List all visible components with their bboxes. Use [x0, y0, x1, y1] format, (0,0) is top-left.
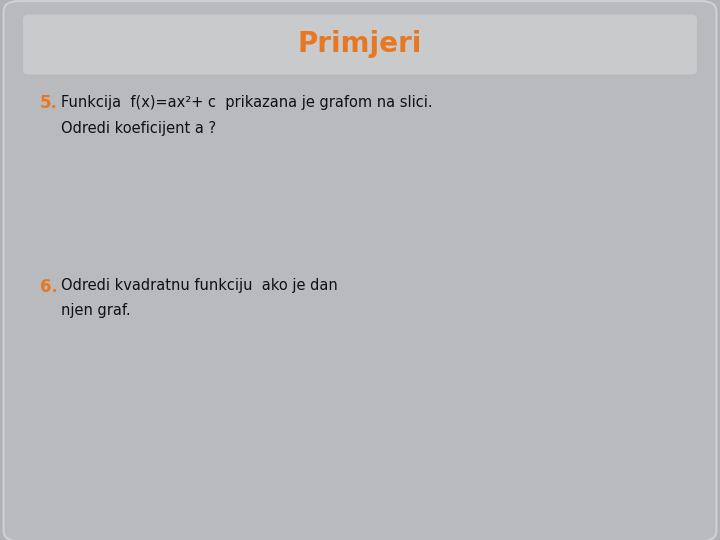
Text: Odredi kvadratnu funkciju  ako je dan: Odredi kvadratnu funkciju ako je dan — [61, 278, 338, 293]
Text: Funkcija  f(x)=ax²+ c  prikazana je grafom na slici.: Funkcija f(x)=ax²+ c prikazana je grafom… — [61, 94, 433, 110]
Text: Primjeri: Primjeri — [298, 30, 422, 58]
Text: Odredi koeficijent a ?: Odredi koeficijent a ? — [61, 122, 216, 137]
Text: 0: 0 — [174, 303, 180, 314]
Text: 5.: 5. — [40, 94, 58, 112]
Text: y: y — [524, 83, 531, 93]
Text: 6.: 6. — [40, 278, 58, 296]
FancyBboxPatch shape — [23, 15, 697, 75]
FancyBboxPatch shape — [4, 1, 716, 540]
Text: njen graf.: njen graf. — [61, 303, 131, 319]
Text: y: y — [160, 301, 167, 311]
Text: x: x — [675, 152, 682, 162]
